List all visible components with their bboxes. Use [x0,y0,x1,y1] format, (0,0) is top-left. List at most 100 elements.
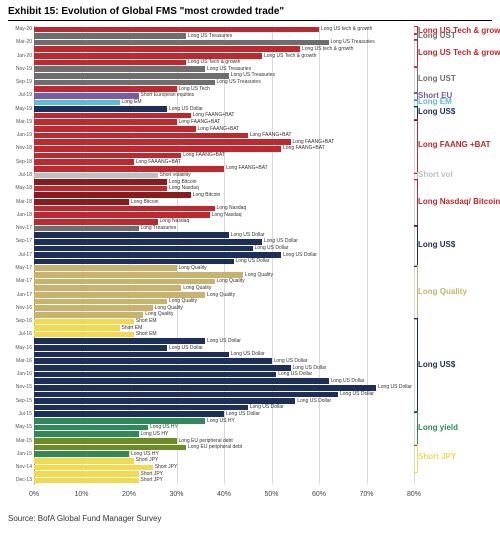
y-axis-date: May-17 [2,265,32,272]
bar [34,73,229,79]
bar [34,272,243,278]
x-axis-label: 30% [169,491,183,498]
bar [34,411,224,417]
y-axis-date: Sep-18 [2,159,32,166]
bar-label: Long US Treasuries [331,39,375,46]
y-axis-date: Jan-15 [2,451,32,458]
bar-row: Nov-17Long Treasuries [34,225,414,232]
bar-row: Nov-16Long Quality [34,305,414,312]
legend-label: Long US$ [418,107,455,117]
bar-label: Long US Dollar [250,404,284,411]
bar [34,219,158,225]
legend-label: Short JPY [418,452,456,462]
legend-column: Long US Tech & growthLong USTLong US Tec… [418,26,496,496]
bar-row: Long Quality [34,272,414,279]
bar [34,179,167,185]
y-axis-date: Nov-17 [2,225,32,232]
bar-row: Nov-18Long FAANG+BAT [34,145,414,152]
bar-label: Long US HY [141,431,169,438]
bar [34,431,139,437]
legend-label: Long Nasdaq/ Bitcoin [418,197,500,207]
bar [34,378,329,384]
bar-label: Long Quality [145,311,173,318]
bar-label: Long US HY [207,418,235,425]
bar-row: Jan-15Long US HY [34,451,414,458]
y-axis-date: Nov-19 [2,66,32,73]
bar-row: Jul-15Long US Dollar [34,411,414,418]
legend-label: Long US Tech & growth [418,48,500,58]
bar-row: Sep-15Long US Dollar [34,398,414,405]
legend-label: Long US$ [418,360,455,370]
x-axis-label: 70% [359,491,373,498]
bar [34,166,224,172]
bar-row: Jan-18Long Nasdaq [34,212,414,219]
bar-label: Long FAANG+BAT [179,119,221,126]
x-axis-label: 40% [217,491,231,498]
bar-label: Long Treasuries [141,225,177,232]
bar [34,405,248,411]
y-axis-date: Jan-16 [2,371,32,378]
bar [34,252,281,258]
bar-row: Long EU peripheral debt [34,444,414,451]
y-axis-date: Sep-16 [2,318,32,325]
y-axis-date: Mar-16 [2,358,32,365]
x-axis-label: 50% [264,491,278,498]
y-axis-date: Jan-20 [2,53,32,60]
bar-row: May-18Long Nasdaq [34,185,414,192]
bar-row: May-17Long Quality [34,265,414,272]
title-rule [8,20,492,21]
bar-label: Long US Dollar [231,351,265,358]
bar-label: Short JPY [155,464,178,471]
legend-label: Long Quality [418,287,467,297]
bar-row: Long US Dollar [34,338,414,345]
y-axis-date: May-18 [2,185,32,192]
bar [34,312,143,318]
bar-row: Long Quality [34,285,414,292]
bar-row: Short EM [34,325,414,332]
bar [34,372,276,378]
bar-row: Jan-20Long US Tech & growth [34,53,414,60]
bar-label: Long US Treasuries [188,33,232,40]
bar-label: Long US HY [131,451,159,458]
y-axis-date: May-15 [2,424,32,431]
bar-row: Short JPY [34,457,414,464]
bar-row: Long US Dollar [34,391,414,398]
y-axis-date: Jan-17 [2,292,32,299]
bar [34,27,319,33]
y-axis-date: Nov-16 [2,305,32,312]
y-axis-date: Jul-19 [2,92,32,99]
bar [34,146,281,152]
bar [34,80,215,86]
bar-row: Nov-14Short JPY [34,464,414,471]
bar-label: Short EM [136,331,157,338]
bar [34,338,205,344]
bar-label: Long Nasdaq [217,205,247,212]
bar-row: Mar-15Long EU peripheral debt [34,438,414,445]
bar-label: Long US Dollar [255,245,289,252]
bar-label: Long Quality [207,292,235,299]
bar [34,471,139,477]
bar-label: Long US Treasuries [231,72,275,79]
bar [34,285,181,291]
bar-label: Long US Dollar [283,252,317,259]
y-axis-date: Nov-18 [2,145,32,152]
bar [34,385,376,391]
bar-label: Long Quality [179,265,207,272]
bar [34,159,134,165]
bar [34,100,120,106]
y-axis-date: Jul-17 [2,252,32,259]
bar-label: Long US Dollar [297,398,331,405]
bar-row: Nov-15Long US Dollar [34,384,414,391]
y-axis-date: Jul-16 [2,331,32,338]
bar [34,33,186,39]
bar [34,40,329,46]
bar-row: May-15Long US HY [34,424,414,431]
bar-label: Long Bitcoin [193,192,221,199]
bar [34,345,167,351]
bar [34,299,167,305]
bar-row: Long US Dollar [34,258,414,265]
bar [34,458,134,464]
bar-label: Long Nasdaq [212,212,242,219]
bar-row: Mar-20Long US Treasuries [34,39,414,46]
bar-row: Jan-19Long FAANG+BAT [34,132,414,139]
